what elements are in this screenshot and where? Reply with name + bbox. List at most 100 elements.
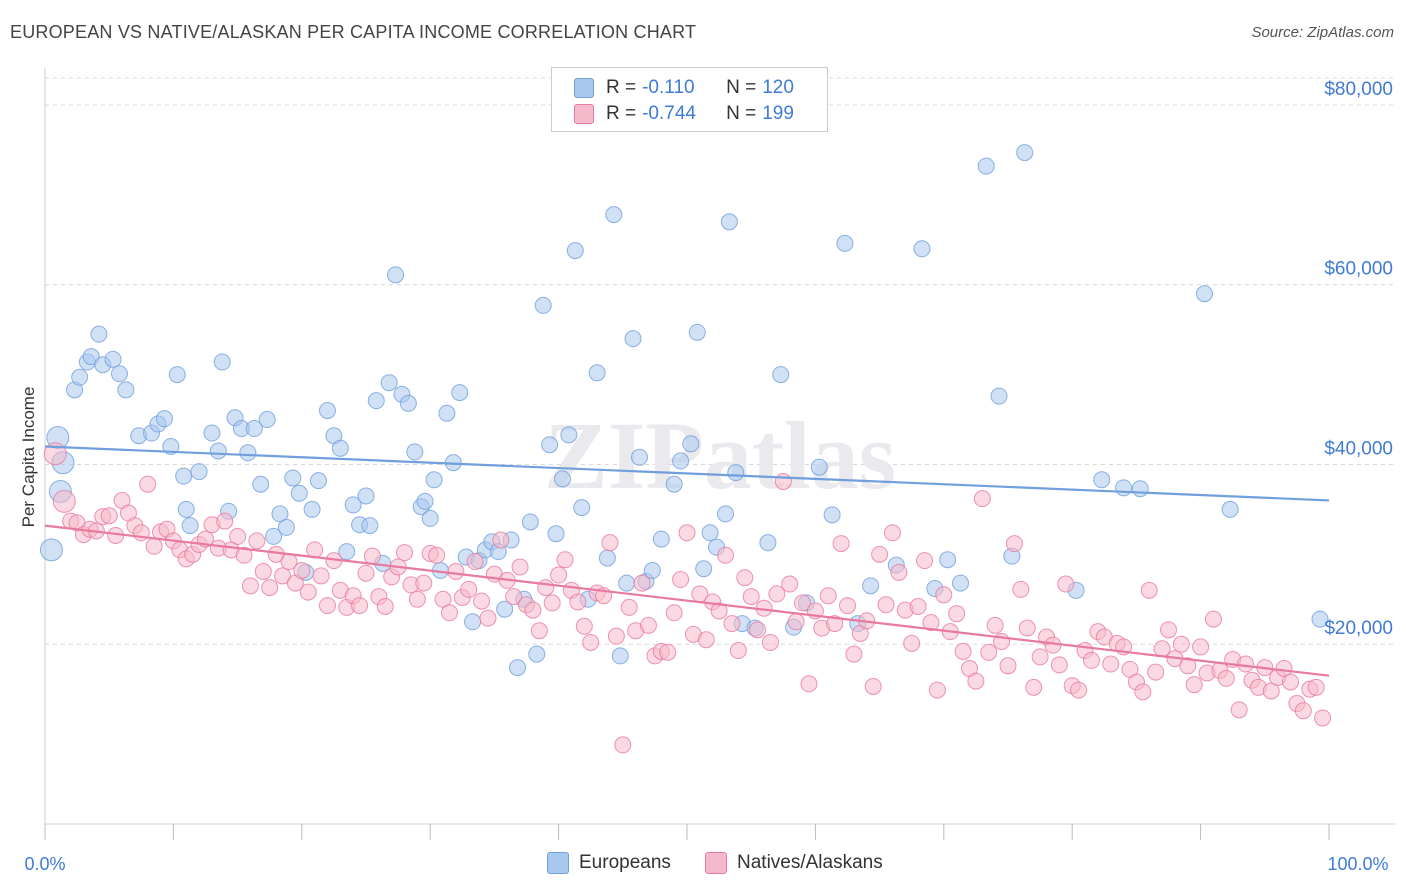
europeans-point [318, 402, 336, 420]
europeans-point [624, 330, 642, 348]
europeans-point [416, 492, 434, 510]
europeans-point [265, 527, 283, 545]
europeans-point [399, 394, 417, 412]
natives-point [1294, 702, 1312, 720]
europeans-point [380, 374, 398, 392]
europeans-point [177, 500, 195, 518]
natives-point [505, 588, 523, 606]
europeans-point [252, 475, 270, 493]
europeans-point [521, 513, 539, 531]
natives-point [293, 562, 311, 580]
natives-point [890, 563, 908, 581]
europeans-point [547, 525, 565, 543]
data-points [39, 144, 1332, 754]
europeans-point [367, 392, 385, 410]
legend-item-europeans[interactable]: Europeans [547, 852, 671, 874]
natives-point [761, 633, 779, 651]
europeans-point [239, 444, 257, 462]
natives-point [351, 597, 369, 615]
europeans-point [717, 505, 735, 523]
europeans-point [588, 364, 606, 382]
natives-point [697, 631, 715, 649]
legend-label-europeans: Europeans [579, 852, 671, 873]
europeans-point [1115, 479, 1133, 497]
europeans-point [682, 435, 700, 453]
natives-point [1230, 701, 1248, 719]
natives-point [1134, 683, 1152, 701]
europeans-point [1311, 610, 1329, 628]
natives-point [826, 615, 844, 633]
series-legend: Europeans Natives/Alaskans [0, 852, 1406, 878]
n-label: N = [726, 103, 757, 124]
natives-point [318, 597, 336, 615]
y-tick-label: $40,000 [1324, 438, 1393, 459]
natives-point [916, 552, 934, 570]
natives-point [1102, 655, 1120, 673]
legend-row-europeans: R = -0.110 N = 120 [574, 76, 794, 100]
legend-label-natives: Natives/Alaskans [737, 852, 883, 873]
natives-point [466, 553, 484, 571]
europeans-point [277, 518, 295, 536]
natives-point [935, 586, 953, 604]
europeans-point [720, 213, 738, 231]
natives-point [717, 546, 735, 564]
europeans-point [1131, 480, 1149, 498]
europeans-point [168, 366, 186, 384]
europeans-point [357, 487, 375, 505]
x-tick-label-start: 0.0% [24, 854, 65, 874]
europeans-point [611, 647, 629, 665]
natives-point [948, 605, 966, 623]
natives-point [928, 681, 946, 699]
natives-point [986, 616, 1004, 634]
natives-point [408, 590, 426, 608]
natives-point [633, 574, 651, 592]
natives-point [543, 594, 561, 612]
natives-point [1147, 663, 1165, 681]
europeans-point [303, 500, 321, 518]
europeans-point [344, 496, 362, 514]
natives-point [659, 643, 677, 661]
europeans-point [528, 645, 546, 663]
europeans-point [605, 206, 623, 224]
europeans-point [652, 530, 670, 548]
europeans-point [913, 240, 931, 258]
natives-point [1192, 638, 1210, 656]
legend-swatch-natives [574, 104, 594, 124]
natives-point [1204, 610, 1222, 628]
europeans-point [104, 350, 122, 368]
natives-point [1281, 673, 1299, 691]
europeans-point [451, 384, 469, 402]
natives-point [1070, 681, 1088, 699]
europeans-point [772, 366, 790, 384]
correlation-legend: R = -0.110 N = 120 R = -0.744 N = 199 [551, 67, 828, 132]
natives-point [736, 569, 754, 587]
natives-point [524, 601, 542, 619]
natives-point [1050, 656, 1068, 674]
europeans-point [566, 242, 584, 260]
natives-point [1185, 676, 1203, 694]
natives-point [1082, 651, 1100, 669]
natives-point [922, 614, 940, 632]
natives-point [1018, 619, 1036, 637]
europeans-point [464, 613, 482, 631]
natives-point [710, 602, 728, 620]
europeans-trend-line [44, 445, 1330, 502]
legend-item-natives[interactable]: Natives/Alaskans [705, 852, 883, 874]
natives-point [999, 657, 1017, 675]
europeans-point [421, 509, 439, 527]
europeans-point [155, 410, 173, 428]
natives-point [537, 579, 555, 597]
natives-point [575, 617, 593, 635]
natives-point [139, 475, 157, 493]
natives-point [980, 643, 998, 661]
europeans-point [387, 266, 405, 284]
y-axis-label: Per Capita Income [19, 387, 38, 528]
natives-point [781, 575, 799, 593]
n-label: N = [726, 77, 757, 98]
europeans-point [90, 325, 108, 343]
r-value: -0.744 [642, 103, 696, 124]
legend-row-natives: R = -0.744 N = 199 [574, 102, 794, 126]
natives-point [794, 594, 812, 612]
europeans-point [213, 353, 231, 371]
europeans-point [541, 436, 559, 454]
